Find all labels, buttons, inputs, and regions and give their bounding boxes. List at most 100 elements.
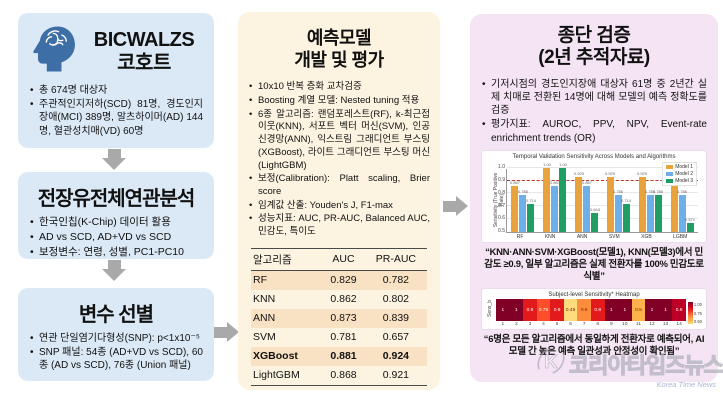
heatmap-cell: 0.8 xyxy=(523,299,537,322)
sensitivity-heatmap: Subject-level Sensitivity* Heatmap Sens_… xyxy=(481,288,707,331)
heatmap-cell: 1 xyxy=(509,299,524,322)
bar-chart-caption: “KNN·ANN·SVM·XGBoost(모델1), KNN(모델3)에서 민감… xyxy=(484,246,704,283)
bar-value-label: 0.571 xyxy=(685,217,696,223)
algorithm-table-body: RF 0.829 0.782 KNN 0.862 0.802 ANN 0.873 0.839 SV… xyxy=(251,270,427,386)
validation-panel: 종단 검증 (2년 추적자료) 기저시점의 경도인지장애 대상자 61명 중 2… xyxy=(470,14,718,382)
table-row: ANN 0.873 0.839 xyxy=(251,308,427,328)
heatmap-row: 1 1 0.8 0.75 0.8 0.45 0.6 0.8 1 1 0.5 1 1 0.9 xyxy=(496,299,686,322)
heatmap-x-label: 2 xyxy=(515,322,518,328)
bar-value-label: 0.714 xyxy=(525,198,536,204)
bullet-item: 기저시점의 경도인지장애 대상자 61명 중 2년간 실제 치매로 전환된 14… xyxy=(481,78,707,118)
legend-item: Model 2 xyxy=(666,171,693,177)
table-row: SVM 0.781 0.657 xyxy=(251,328,427,347)
variable-selection-title: 변수 선별 xyxy=(78,304,154,326)
legend-item: Model 3 xyxy=(666,178,693,184)
bullet-item: 주관적인지저하(SCD) 81명, 경도인지장애(MCI) 389명, 알츠하이… xyxy=(29,98,203,138)
down-arrow-2 xyxy=(102,260,126,281)
bar-value-label: 0.786 xyxy=(677,189,688,195)
header-pr-auc: PR-AUC xyxy=(364,247,427,271)
algorithm-performance-table: 알고리즘 AUC PR-AUC RF 0.829 0.782 KNN 0.862 0.80… xyxy=(251,247,427,386)
bar-model-1: 1.00 xyxy=(543,162,551,232)
legend-swatch xyxy=(666,164,674,169)
heatmap-title: Subject-level Sensitivity* Heatmap xyxy=(548,292,640,299)
bullet-item: Boosting 계열 모델: Nested tuning 적용 xyxy=(248,95,430,108)
brain-icon xyxy=(29,23,81,80)
header-algorithm: 알고리즘 xyxy=(251,247,323,271)
heatmap-cell: 0.9 xyxy=(672,299,686,322)
heatmap-cell: 0.8 xyxy=(550,299,564,322)
metric-value: 0.921 xyxy=(364,365,427,386)
right-arrow-1 xyxy=(214,322,239,342)
bullet-item: SNP 패널: 54종 (AD+VD vs SCD), 60종 (AD vs S… xyxy=(29,346,203,372)
metric-value: 0.868 xyxy=(322,365,365,386)
heatmap-cell: 0.45 xyxy=(563,299,578,322)
bullet-item: 한국인칩(K-Chip) 데이터 활용 xyxy=(29,216,203,230)
bar-value-label: 0.929 xyxy=(573,171,584,177)
bar-model-1: 0.857 xyxy=(510,181,520,232)
heatmap-x-label: 6 xyxy=(569,322,572,328)
heatmap-colorbar: 1.00 0.75 0.50 xyxy=(687,302,702,325)
bar-value-label: 0.786 xyxy=(517,189,528,195)
algorithm-name: ANN xyxy=(253,312,276,325)
heatmap-cell: 0.75 xyxy=(536,299,551,322)
bullet-item: 연관 단일염기다형성(SNP): p<1x10⁻⁵ xyxy=(29,332,203,345)
bar-model-3: 0.571 xyxy=(685,217,695,232)
heatmap-cell: 1 xyxy=(658,299,673,322)
y-tick-label: 0.7 xyxy=(498,202,505,209)
legend-item: Model 1 xyxy=(666,164,693,170)
bar-value-label: 0.857 xyxy=(509,180,520,186)
bar-value-label: 0.643 xyxy=(589,208,600,213)
validation-title-line2: (2년 추적자료) xyxy=(538,47,650,69)
bar-value-label: 0.929 xyxy=(637,171,648,177)
metric-value: 0.657 xyxy=(382,331,410,344)
bullet-item: 평가지표: AUROC, PPV, NPV, Event-rate enrich… xyxy=(481,118,707,144)
heatmap-cell: 0.8 xyxy=(590,299,605,322)
bar-model-3: 0.714 xyxy=(621,199,631,232)
colorbar-tick-label: 0.75 xyxy=(693,310,702,316)
bullet-item: 10x10 반복 층화 교차검증 xyxy=(248,81,430,94)
bar-chart-title: Temporal Validation Sensitivity Across M… xyxy=(512,153,676,160)
x-tick-label: LGBM xyxy=(673,233,688,240)
table-row: XGBoost 0.881 0.924 xyxy=(251,346,427,366)
x-tick-label: XGB xyxy=(641,233,652,240)
bar-value-label: 0.786 xyxy=(645,189,656,195)
y-tick-label: 0.5 xyxy=(498,228,505,235)
bullet-item: 총 674명 대상자 xyxy=(29,84,203,97)
y-tick-label: 0.6 xyxy=(498,215,505,222)
metric-value: 0.829 xyxy=(330,274,357,287)
colorbar-tick-label: 0.50 xyxy=(693,319,702,325)
bullet-item: 6종 알고리즘: 랜덤포레스트(RF), k-최근접 이웃(KNN), 서포트 … xyxy=(248,109,430,173)
y-tick-label: 0.9 xyxy=(498,177,505,184)
x-tick-label: ANN xyxy=(576,233,588,240)
heatmap-cell: 0.6 xyxy=(577,299,591,322)
model-panel-title-line2: 개발 및 평가 xyxy=(294,49,384,70)
bar-model-2: 0.786 xyxy=(613,190,623,232)
heatmap-x-label: 8 xyxy=(596,322,600,328)
bullet-item: AD vs SCD, AD+VD vs SCD xyxy=(29,231,203,245)
heatmap-x-label: 4 xyxy=(542,322,545,328)
bullet-item: 성능지표: AUC, PR-AUC, Balanced AUC, 민감도, 특이… xyxy=(248,213,430,238)
bar-value-label: 1.00 xyxy=(542,162,551,168)
heatmap-caption: “6명은 모든 알고리즘에서 동일하게 전환자로 예측되어, AI 모델 간 높… xyxy=(483,334,705,358)
heatmap-cell: 1 xyxy=(618,299,632,322)
bar-legend: Model 1 Model 2 Model 3 xyxy=(662,161,697,186)
heatmap-x-label: 3 xyxy=(528,322,532,328)
x-tick-label: SVM xyxy=(608,233,620,240)
table-row: LightGBM 0.868 0.921 xyxy=(251,365,427,386)
bullet-item: 보정(Calibration): Platt scaling, Brier sc… xyxy=(248,173,430,198)
algorithm-name: XGBoost xyxy=(253,350,298,363)
table-row: KNN 0.862 0.802 xyxy=(251,290,427,309)
bar-model-2: 0.857 xyxy=(582,181,592,232)
bar-value-label: 1.00 xyxy=(558,162,567,168)
cohort-bullets: 총 674명 대상자주관적인지저하(SCD) 81명, 경도인지장애(MCI) … xyxy=(29,84,203,138)
heatmap-x-label: 10 xyxy=(622,322,628,328)
validation-bullets: 기저시점의 경도인지장애 대상자 61명 중 2년간 실제 치매로 전환된 14… xyxy=(481,78,707,145)
gwas-box: 전장유전체연관분석 한국인칩(K-Chip) 데이터 활용AD vs SCD, … xyxy=(18,172,214,259)
bar-group: 0.929 0.786 0.786 xyxy=(637,171,663,232)
down-arrow-1 xyxy=(102,149,126,170)
bar-value-label: 0.929 xyxy=(605,171,616,177)
bar-model-1: 0.929 xyxy=(637,171,647,232)
heatmap-x-label: 13 xyxy=(662,322,669,328)
bar-model-2: 0.786 xyxy=(518,190,528,232)
bar-model-2: 0.786 xyxy=(677,190,687,232)
